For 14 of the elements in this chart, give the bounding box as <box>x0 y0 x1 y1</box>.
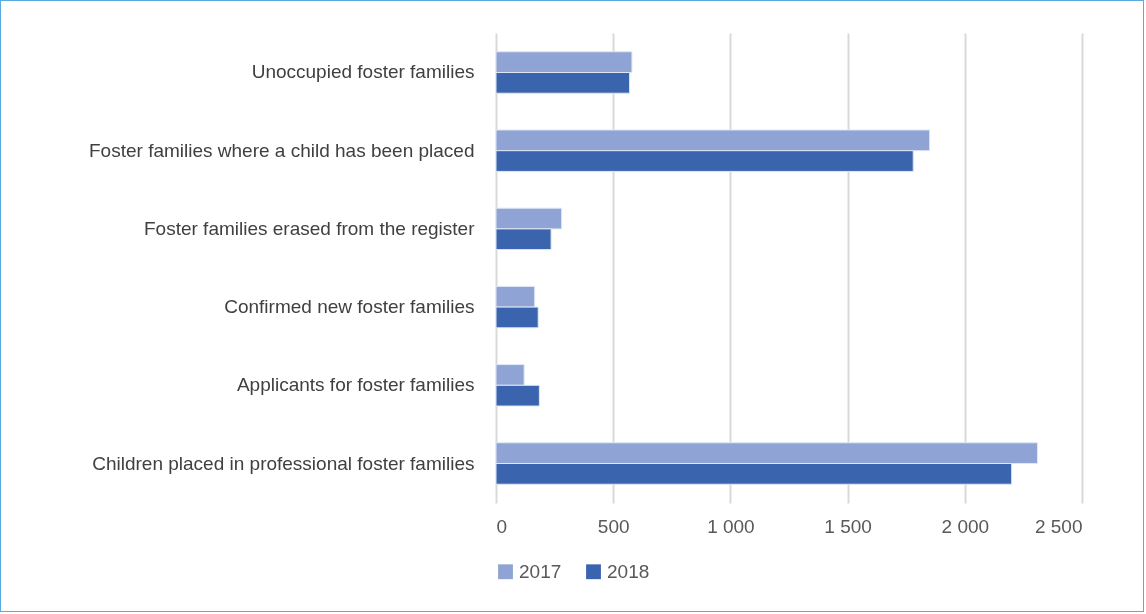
y-tick-label: Confirmed new foster families <box>224 296 475 318</box>
x-tick-label: 2 500 <box>1034 515 1083 537</box>
y-tick-label: Unoccupied foster families <box>251 61 475 83</box>
x-tick-label: 1 500 <box>824 515 872 537</box>
x-tick-label: 500 <box>597 515 630 537</box>
x-tick-label: 0 <box>496 515 508 537</box>
x-tick-label: 1 000 <box>707 515 755 537</box>
y-tick-label: Foster families where a child has been placed <box>89 139 475 161</box>
x-tick-label: 2 000 <box>941 515 990 537</box>
y-tick-label: Applicants for foster families <box>236 374 475 396</box>
legend-label: 2017 <box>519 560 562 582</box>
y-tick-label: Children placed in professional foster families <box>92 452 475 474</box>
legend-label: 2018 <box>607 560 650 582</box>
y-tick-label: Foster families erased from the register <box>143 217 476 239</box>
